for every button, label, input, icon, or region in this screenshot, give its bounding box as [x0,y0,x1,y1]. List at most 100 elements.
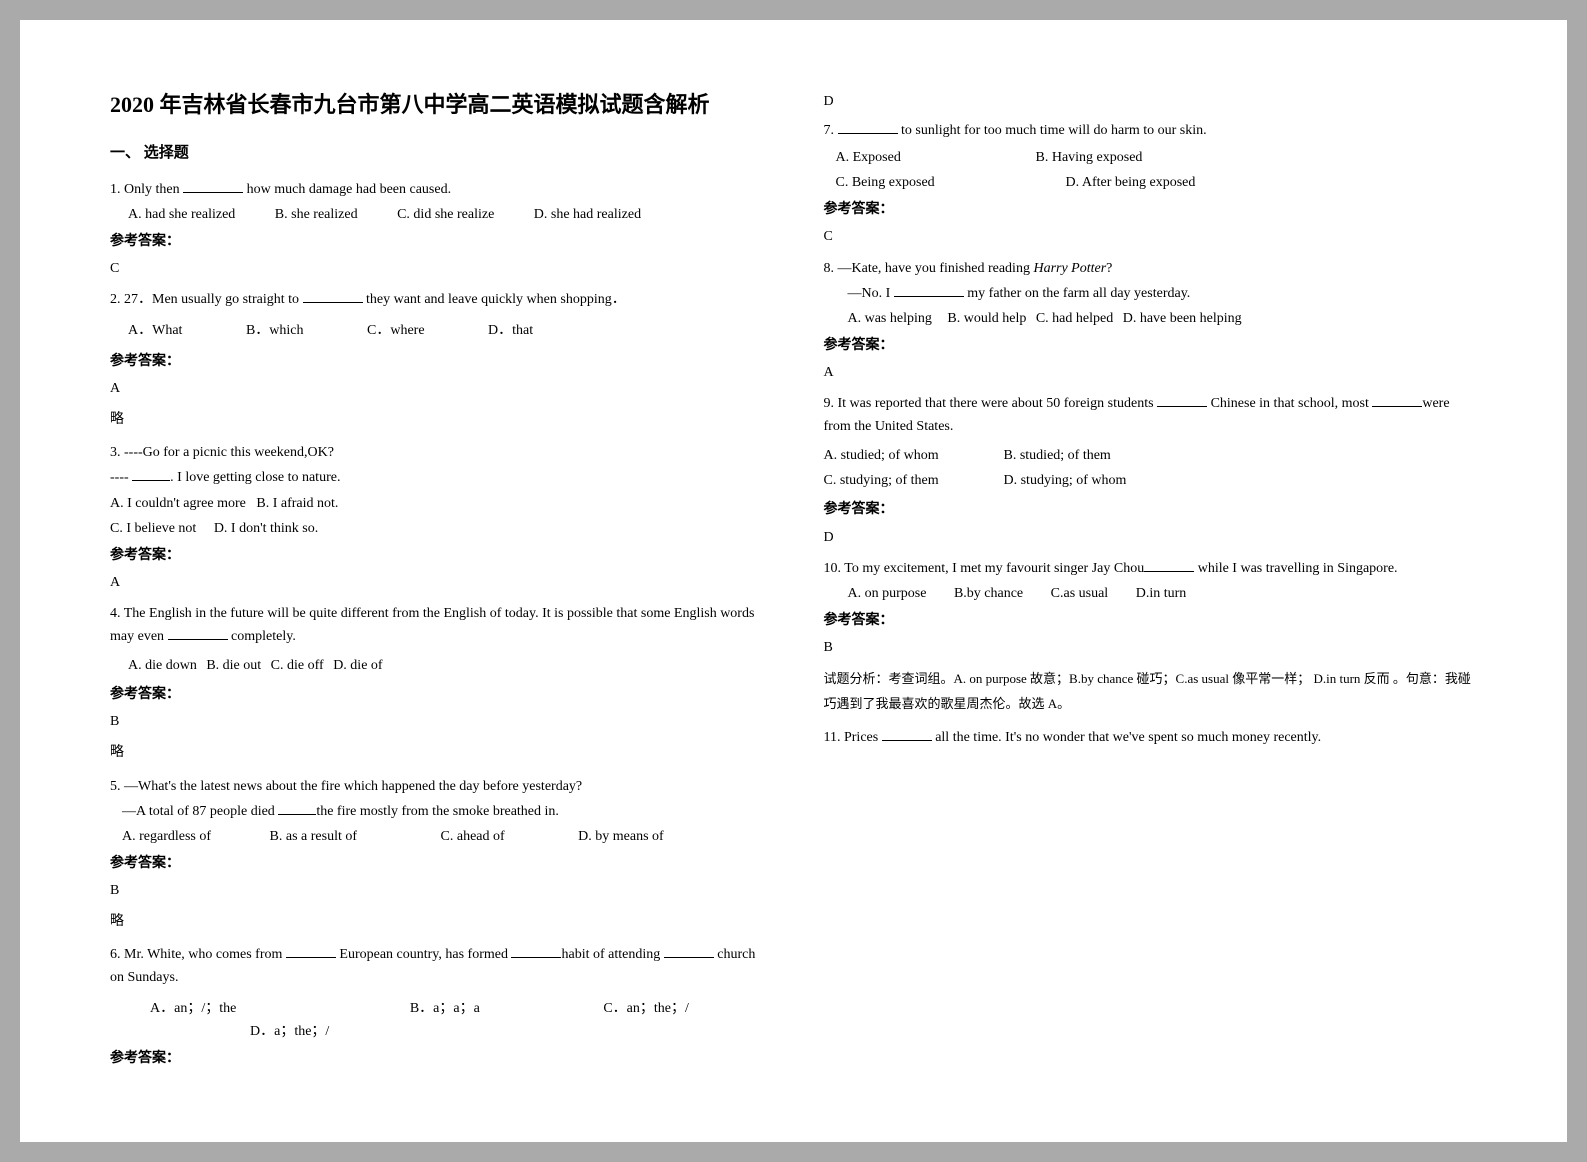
blank [183,180,243,193]
blank [882,729,932,742]
option-a: A. die down [128,654,197,677]
blank [511,945,561,958]
question-11: 11. Prices all the time. It's no wonder … [824,726,1478,749]
option-c: C. had helped [1036,307,1113,330]
question-5: 5. —What's the latest news about the fir… [110,775,764,934]
option-c: C．where [367,319,425,342]
q10-text: 10. To my excitement, I met my favourit … [824,557,1478,580]
q5-answer: B [110,879,764,902]
blank [1372,394,1422,407]
question-9: 9. It was reported that there were about… [824,392,1478,549]
answer-label: 参考答案： [110,1047,764,1070]
option-a: A. on purpose [848,582,927,605]
q5-line1: 5. —What's the latest news about the fir… [110,775,764,798]
option-d: D．that [488,319,533,342]
text-italic: Harry Potter [1033,261,1106,276]
question-4: 4. The English in the future will be qui… [110,602,764,765]
option-a: A. was helping [848,307,932,330]
text: . I love getting close to nature. [170,470,340,485]
option-c: C. did she realize [397,203,494,226]
note: 略 [110,910,764,933]
text: —No. I [848,286,894,301]
text: 10. To my excitement, I met my favourit … [824,561,1145,576]
q6-answer: D [824,90,1478,113]
q8-answer: A [824,361,1478,384]
answer-label: 参考答案： [110,350,764,373]
option-c: C. studying; of them [824,469,1004,492]
q3-line1: 3. ----Go for a picnic this weekend,OK? [110,441,764,464]
question-1: 1. Only then how much damage had been ca… [110,178,764,280]
q10-answer: B [824,636,1478,659]
answer-label: 参考答案： [110,852,764,875]
q4-text: 4. The English in the future will be qui… [110,602,764,648]
option-b: B．which [246,319,304,342]
option-a: A. studied; of whom [824,444,1004,467]
question-2: 2. 27．Men usually go straight to they wa… [110,288,764,431]
question-8: 8. —Kate, have you finished reading Harr… [824,257,1478,384]
q11-text: 11. Prices all the time. It's no wonder … [824,726,1478,749]
q3-line2: ---- . I love getting close to nature. [110,466,764,489]
note: 略 [110,741,764,764]
text: ---- [110,470,132,485]
answer-label: 参考答案： [824,498,1478,521]
q7-answer: C [824,225,1478,248]
option-a: A. Exposed [836,146,1036,169]
q3-answer: A [110,571,764,594]
q7-text: 7. to sunlight for too much time will do… [824,119,1478,142]
q2-text: 2. 27．Men usually go straight to they wa… [110,288,764,311]
text: how much damage had been caused. [243,182,451,197]
text: habit of attending [561,947,663,962]
blank [278,802,316,815]
exam-page: 2020 年吉林省长春市九台市第八中学高二英语模拟试题含解析 一、 选择题 1.… [20,20,1567,1142]
option-a: A. had she realized [128,203,235,226]
option-c: C.as usual [1051,582,1109,605]
note: 略 [110,408,764,431]
text: 8. —Kate, have you finished reading [824,261,1034,276]
section-heading: 一、 选择题 [110,141,764,166]
question-7: 7. to sunlight for too much time will do… [824,119,1478,248]
question-3: 3. ----Go for a picnic this weekend,OK? … [110,441,764,594]
text: to sunlight for too much time will do ha… [898,123,1207,138]
q8-line1: 8. —Kate, have you finished reading Harr… [824,257,1478,280]
option-c: C. die off [271,654,324,677]
q9-opts2: C. studying; of themD. studying; of whom [824,469,1478,492]
blank [132,469,170,482]
blank [894,284,964,297]
q5-line2: —A total of 87 people died the fire most… [110,800,764,823]
q1-text: 1. Only then how much damage had been ca… [110,178,764,201]
option-a: A. I couldn't agree more [110,492,246,515]
option-d: D. have been helping [1123,307,1242,330]
option-b: B. Having exposed [1036,150,1143,165]
option-d: D. I don't think so. [214,517,318,540]
q3-opts1: A. I couldn't agree more B. I afraid not… [110,492,764,515]
text: European country, has formed [336,947,512,962]
blank [664,945,714,958]
option-d: D.in turn [1136,582,1187,605]
q7-opts2: C. Being exposedD. After being exposed [824,171,1478,194]
text: Chinese in that school, most [1207,396,1372,411]
q2-answer: A [110,377,764,400]
q4-options: A. die down B. die out C. die off D. die… [110,654,764,677]
q9-answer: D [824,526,1478,549]
q4-answer: B [110,710,764,733]
q3-opts2: C. I believe not D. I don't think so. [110,517,764,540]
text: while I was travelling in Singapore. [1194,561,1397,576]
answer-label: 参考答案： [110,683,764,706]
option-b: B.by chance [954,582,1023,605]
blank [1157,394,1207,407]
text: —A total of 87 people died [122,804,278,819]
q7-opts1: A. ExposedB. Having exposed [824,146,1478,169]
text: 6. Mr. White, who comes from [110,947,286,962]
q10-options: A. on purpose B.by chance C.as usual D.i… [824,582,1478,605]
option-b: B. studied; of them [1004,448,1111,463]
q8-options: A. was helping B. would help C. had help… [824,307,1478,330]
option-d: D. by means of [578,825,664,848]
option-a: A．an；/；the [150,997,236,1020]
q9-text: 9. It was reported that there were about… [824,392,1478,438]
text: 11. Prices [824,730,882,745]
text: 1. Only then [110,182,183,197]
q10-analysis: 试题分析：考查词组。A. on purpose 故意；B.by chance 碰… [824,667,1478,716]
q9-opts1: A. studied; of whomB. studied; of them [824,444,1478,467]
option-c: C. Being exposed [836,171,1066,194]
option-c: C. I believe not [110,517,196,540]
